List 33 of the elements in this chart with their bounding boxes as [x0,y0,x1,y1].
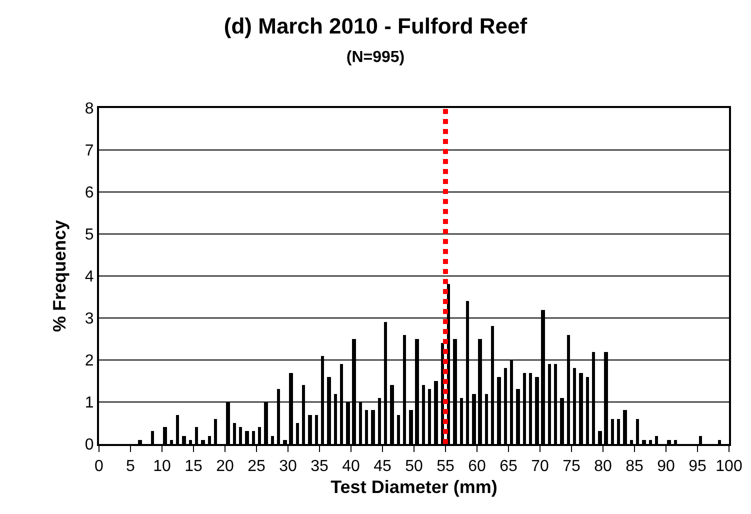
x-tick-label: 50 [405,458,423,476]
x-tick-label: 45 [374,458,392,476]
chart-title: (d) March 2010 - Fulford Reef [224,13,528,38]
y-axis-title: % Frequency [50,220,70,332]
x-tick-label: 70 [531,458,549,476]
y-tick-label: 4 [84,268,94,286]
x-tick-label: 80 [594,458,612,476]
x-axis-title: Test Diameter (mm) [330,476,498,497]
y-tick-label: 7 [84,142,94,160]
x-tick-label: 5 [126,458,136,476]
y-tick-label: 0 [84,436,94,454]
x-tick-label: 75 [562,458,580,476]
x-tick-label: 100 [716,458,742,476]
x-tick-label: 60 [468,458,486,476]
y-tick-label: 5 [84,226,94,244]
x-tick-label: 90 [657,458,675,476]
x-tick-label: 35 [310,458,328,476]
y-tick-label: 6 [84,184,94,202]
x-tick-label: 10 [153,458,171,476]
x-tick-label: 95 [688,458,706,476]
y-tick-label: 2 [84,352,94,370]
x-tick-label: 15 [184,458,202,476]
x-tick-label: 30 [279,458,297,476]
x-tick-label: 25 [248,458,266,476]
y-tick-label: 8 [84,100,94,118]
x-tick-label: 20 [216,458,234,476]
y-tick-label: 3 [84,310,94,328]
y-tick-label: 1 [84,394,94,412]
chart-subtitle: (N=995) [346,49,405,66]
x-tick-label: 65 [500,458,518,476]
x-tick-label: 55 [436,458,454,476]
x-tick-label: 85 [626,458,644,476]
x-tick-label: 40 [342,458,360,476]
